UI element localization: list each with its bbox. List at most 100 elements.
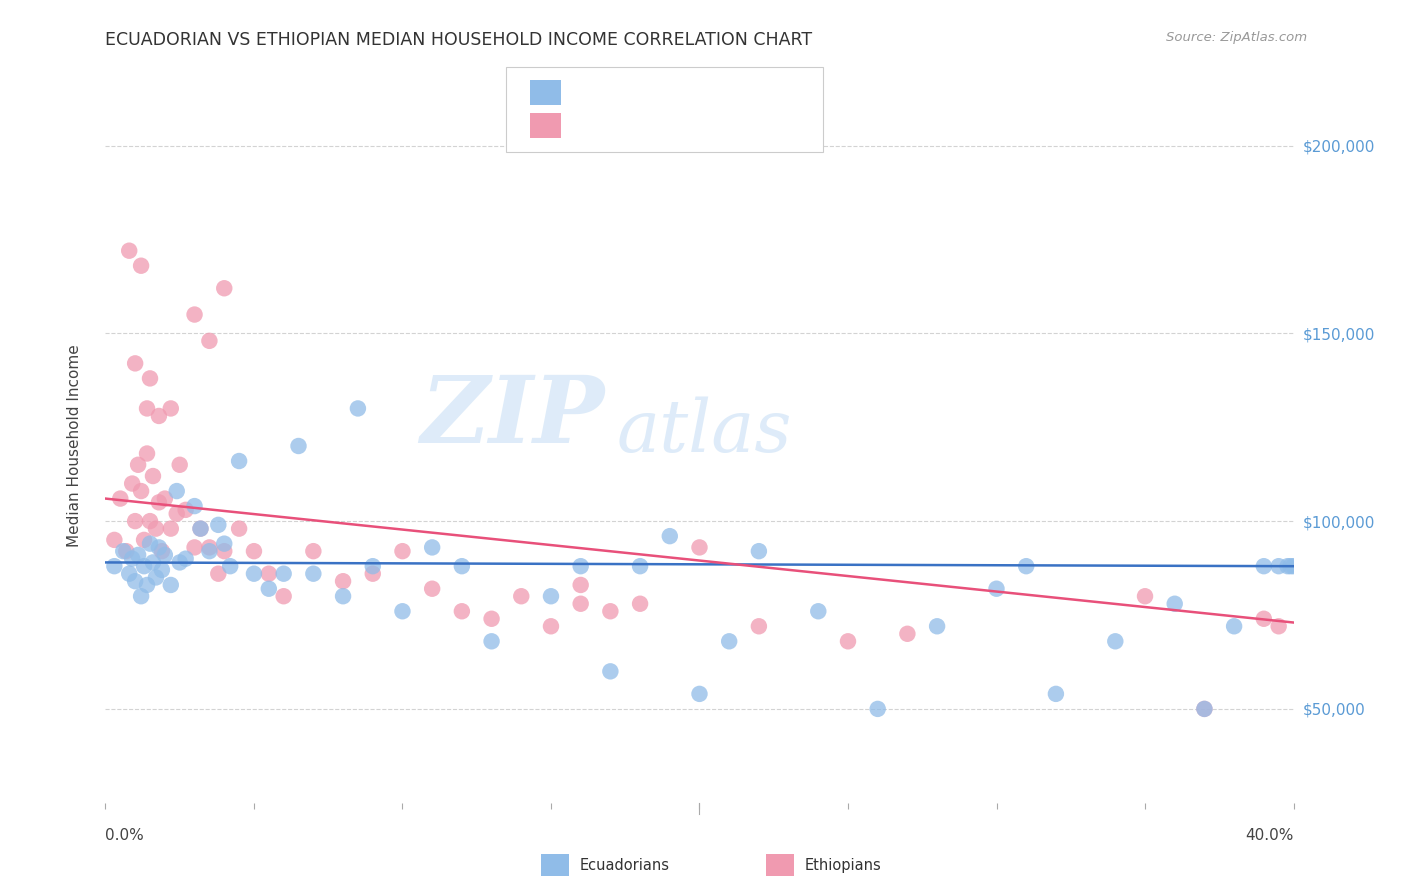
Point [207,566,229,581]
Point [481,634,503,648]
Text: ECUADORIAN VS ETHIOPIAN MEDIAN HOUSEHOLD INCOME CORRELATION CHART: ECUADORIAN VS ETHIOPIAN MEDIAN HOUSEHOLD… [105,31,813,49]
Point [198,541,221,555]
Point [198,334,221,348]
Point [332,589,354,603]
Point [118,244,141,258]
Point [599,665,621,679]
Point [129,259,152,273]
Point [287,439,309,453]
Point [159,578,181,592]
Point [136,401,159,416]
Point [169,458,191,472]
Point [169,556,191,570]
Point [481,612,503,626]
Point [1267,619,1289,633]
Point [1133,589,1156,603]
Point [228,454,250,468]
Point [986,582,1008,596]
Point [127,548,149,562]
Point [273,589,295,603]
Text: Source: ZipAtlas.com: Source: ZipAtlas.com [1167,31,1308,45]
Y-axis label: Median Household Income: Median Household Income [67,344,82,548]
Point [153,548,176,562]
Point [1267,559,1289,574]
Point [198,544,221,558]
Point [420,541,443,555]
Point [214,281,236,295]
Point [150,563,173,577]
Point [190,522,212,536]
Point [927,619,949,633]
Point [139,514,162,528]
Point [347,401,370,416]
Point [183,541,205,555]
Point [689,687,711,701]
Point [129,589,152,603]
Text: 40.0%: 40.0% [1246,829,1294,843]
Text: atlas: atlas [616,396,792,467]
Point [540,619,562,633]
Point [103,559,125,574]
Point [136,446,159,460]
Point [302,566,325,581]
Point [689,541,711,555]
Point [142,469,165,483]
Point [1194,702,1216,716]
Point [1164,597,1187,611]
Point [139,536,162,550]
Point [1253,612,1275,626]
Point [1104,634,1126,648]
Point [159,401,181,416]
Point [207,517,229,532]
Point [127,458,149,472]
Point [228,522,250,536]
Point [124,356,146,370]
Point [174,551,197,566]
Point [1045,687,1067,701]
Point [450,559,472,574]
Point [837,634,859,648]
Point [124,514,146,528]
Point [145,522,167,536]
Point [118,566,141,581]
Point [145,570,167,584]
Point [112,544,135,558]
Point [132,533,155,547]
Point [166,484,188,499]
Point [150,544,173,558]
Point [866,702,889,716]
Point [148,495,170,509]
Point [599,604,621,618]
Point [103,533,125,547]
Point [361,559,384,574]
Point [748,544,770,558]
Point [450,604,472,618]
Point [807,604,830,618]
Point [420,582,443,596]
Text: R = -0.004   N =  61: R = -0.004 N = 61 [571,85,745,100]
Point [166,507,188,521]
Point [136,578,159,592]
Point [153,491,176,506]
Point [243,566,266,581]
Point [1279,559,1302,574]
Point [718,634,741,648]
Point [510,589,533,603]
Point [132,559,155,574]
Point [148,541,170,555]
Point [139,371,162,385]
Point [121,551,143,566]
Point [302,544,325,558]
Point [391,544,413,558]
Point [391,604,413,618]
Point [257,566,280,581]
Point [1253,559,1275,574]
Point [569,578,592,592]
Point [219,559,242,574]
Point [628,559,651,574]
Point [183,308,205,322]
Point [540,589,562,603]
Text: 0.0%: 0.0% [105,829,145,843]
Point [628,597,651,611]
Text: Ethiopians: Ethiopians [804,858,882,872]
